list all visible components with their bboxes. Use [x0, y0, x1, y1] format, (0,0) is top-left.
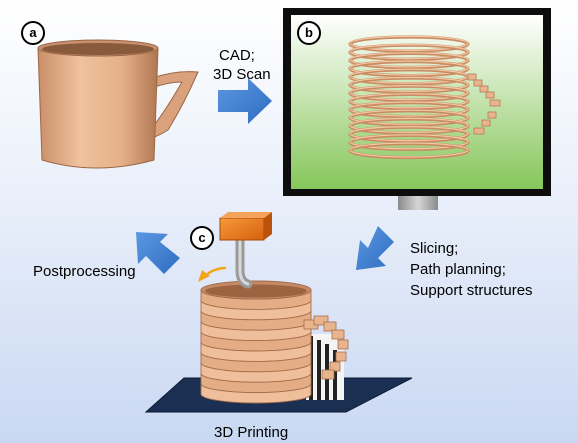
handle-layer [321, 369, 335, 380]
handle-layer [313, 315, 329, 326]
handle-layer [331, 329, 345, 340]
printing-label: 3D Printing [214, 424, 289, 441]
cad-label-line1: CAD; [219, 47, 255, 64]
handle-slice [479, 85, 489, 93]
handle-layer [323, 321, 337, 332]
handle-layer [337, 339, 349, 350]
monitor-stand [398, 194, 438, 210]
handle-slice [473, 127, 485, 135]
solid-mug-model [37, 39, 199, 169]
handle-slice [485, 91, 495, 99]
nozzle-head [219, 217, 265, 241]
arrow-right [218, 78, 272, 124]
postprocessing-label: Postprocessing [33, 263, 136, 280]
handle-slice [481, 119, 491, 127]
slicing-label-line1: Slicing; [410, 240, 459, 257]
slicing-label-line2: Path planning; [410, 261, 506, 278]
handle-slice [489, 99, 501, 107]
handle-slice [467, 73, 477, 81]
mug-handle [151, 71, 199, 139]
sliced-mug-model [348, 35, 501, 160]
arrow-down-left [356, 226, 394, 270]
mug-body [37, 47, 159, 169]
handle-slice [487, 111, 497, 119]
printed-layer [200, 383, 312, 404]
slicing-label-line3: Support structures [410, 282, 533, 299]
printed-mug-layers [200, 280, 349, 404]
cad-label-line2: 3D Scan [213, 66, 271, 83]
print-head [198, 212, 272, 289]
arrow-up-left [136, 232, 180, 274]
badge-c: c [190, 226, 214, 250]
badge-a: a [21, 21, 45, 45]
handle-layer [329, 361, 341, 372]
handle-slice [473, 79, 483, 87]
handle-layer [335, 351, 347, 362]
badge-b: b [297, 21, 321, 45]
